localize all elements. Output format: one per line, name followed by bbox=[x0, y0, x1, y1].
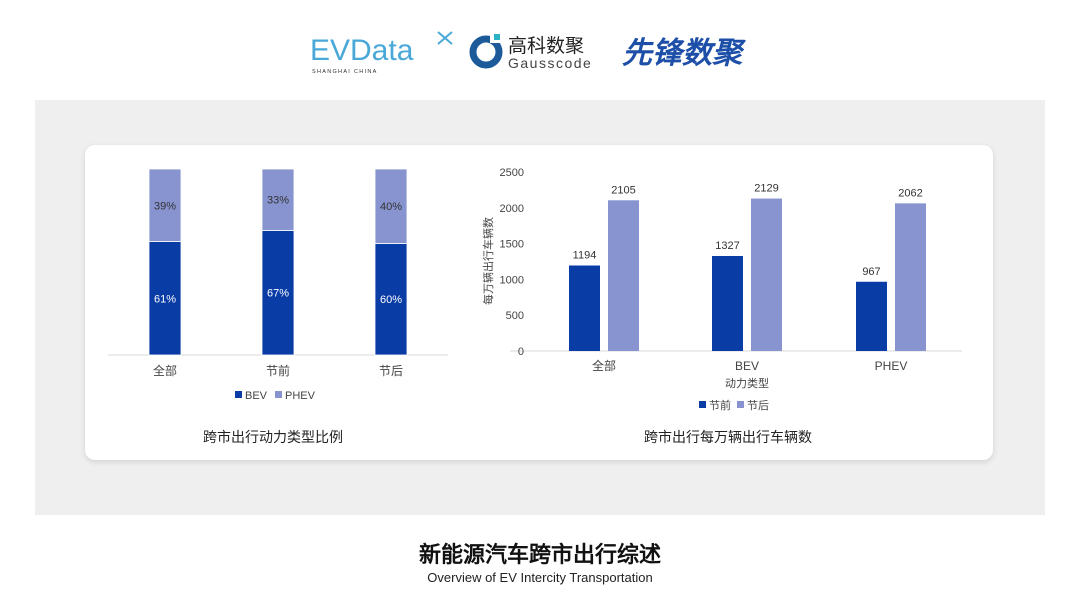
legend-label: 节后 bbox=[747, 399, 769, 412]
data-label: 60% bbox=[380, 294, 402, 306]
y-axis-label: 每万辆出行车辆数 bbox=[481, 217, 495, 305]
bar-bev bbox=[374, 242, 408, 356]
data-label: 33% bbox=[267, 195, 289, 207]
logos-svg: EVData SHANGHAI CHINA 高科数聚 Gausscode 先锋数… bbox=[310, 31, 746, 75]
x-axis-label: 动力类型 bbox=[725, 376, 769, 390]
y-tick-label: 2500 bbox=[500, 167, 524, 179]
y-tick-label: 1000 bbox=[500, 274, 524, 286]
y-tick-label: 0 bbox=[518, 346, 524, 358]
xianfeng-logo: 先锋数聚 bbox=[622, 37, 746, 70]
chart-title: 跨市出行动力类型比例 bbox=[203, 429, 343, 445]
bar-before bbox=[569, 265, 600, 351]
legend-swatch-before bbox=[699, 401, 706, 408]
page-subtitle: Overview of EV Intercity Transportation bbox=[427, 570, 653, 585]
evdata-logo-text: EVData bbox=[310, 34, 414, 67]
x-tick-label: 节后 bbox=[379, 364, 403, 378]
legend-label: PHEV bbox=[285, 390, 316, 402]
data-label: 67% bbox=[267, 288, 289, 300]
gausscode-logo: 高科数聚 Gausscode bbox=[469, 33, 592, 71]
bar-before bbox=[712, 255, 743, 351]
legend-label: 节前 bbox=[709, 398, 731, 412]
data-label: 2105 bbox=[611, 184, 635, 196]
chart-title: 跨市出行每万辆出行车辆数 bbox=[644, 429, 812, 445]
bar-after bbox=[895, 203, 926, 351]
data-label: 967 bbox=[862, 266, 880, 278]
data-label: 61% bbox=[154, 293, 176, 305]
logo-bar: EVData SHANGHAI CHINA 高科数聚 Gausscode 先锋数… bbox=[0, 20, 1080, 80]
x-tick-label: 节前 bbox=[266, 363, 290, 378]
y-tick-label: 500 bbox=[506, 310, 524, 322]
legend-swatch-phev bbox=[275, 391, 282, 398]
data-label: 39% bbox=[154, 200, 176, 212]
data-label: 2129 bbox=[754, 183, 778, 195]
bar-after bbox=[608, 200, 639, 351]
gausscode-en: Gausscode bbox=[508, 55, 592, 71]
data-label: 1327 bbox=[715, 240, 739, 252]
bar-bev bbox=[261, 229, 295, 356]
evdata-logo-subtitle: SHANGHAI CHINA bbox=[312, 69, 378, 75]
data-label: 2062 bbox=[898, 187, 922, 199]
x-tick-label: 全部 bbox=[592, 358, 616, 373]
y-tick-label: 1500 bbox=[500, 239, 524, 251]
y-tick-label: 2000 bbox=[500, 203, 524, 215]
evdata-x-icon bbox=[437, 31, 453, 45]
chart-card bbox=[85, 145, 993, 460]
data-label: 1194 bbox=[573, 250, 597, 262]
data-label: 40% bbox=[380, 201, 402, 213]
gausscode-mark-icon bbox=[469, 35, 503, 69]
legend-swatch-after bbox=[737, 401, 744, 408]
bar-after bbox=[751, 198, 782, 351]
bar-phev bbox=[148, 168, 182, 242]
gausscode-cn: 高科数聚 bbox=[508, 35, 584, 57]
x-tick-label: PHEV bbox=[875, 359, 908, 373]
legend-label: BEV bbox=[245, 390, 268, 402]
x-tick-label: BEV bbox=[735, 359, 759, 373]
x-tick-label: 全部 bbox=[153, 363, 177, 378]
evdata-logo: EVData SHANGHAI CHINA bbox=[310, 31, 453, 75]
bar-phev bbox=[374, 168, 408, 244]
bar-before bbox=[856, 281, 887, 351]
bar-phev bbox=[261, 168, 295, 231]
legend-swatch-bev bbox=[235, 391, 242, 398]
page-title: 新能源汽车跨市出行综述 bbox=[418, 543, 661, 568]
